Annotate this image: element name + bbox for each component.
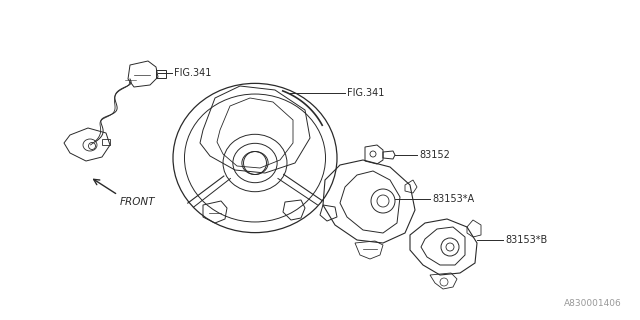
Text: FIG.341: FIG.341 <box>174 68 211 78</box>
Text: FRONT: FRONT <box>120 197 156 207</box>
Text: A830001406: A830001406 <box>564 299 622 308</box>
Text: 83153*A: 83153*A <box>432 194 474 204</box>
Text: 83152: 83152 <box>419 150 450 160</box>
Text: 83153*B: 83153*B <box>505 235 547 245</box>
Text: FIG.341: FIG.341 <box>347 88 385 98</box>
